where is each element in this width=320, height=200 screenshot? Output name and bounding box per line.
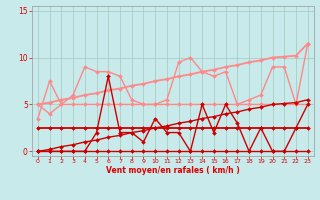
X-axis label: Vent moyen/en rafales ( km/h ): Vent moyen/en rafales ( km/h ) xyxy=(106,166,240,175)
